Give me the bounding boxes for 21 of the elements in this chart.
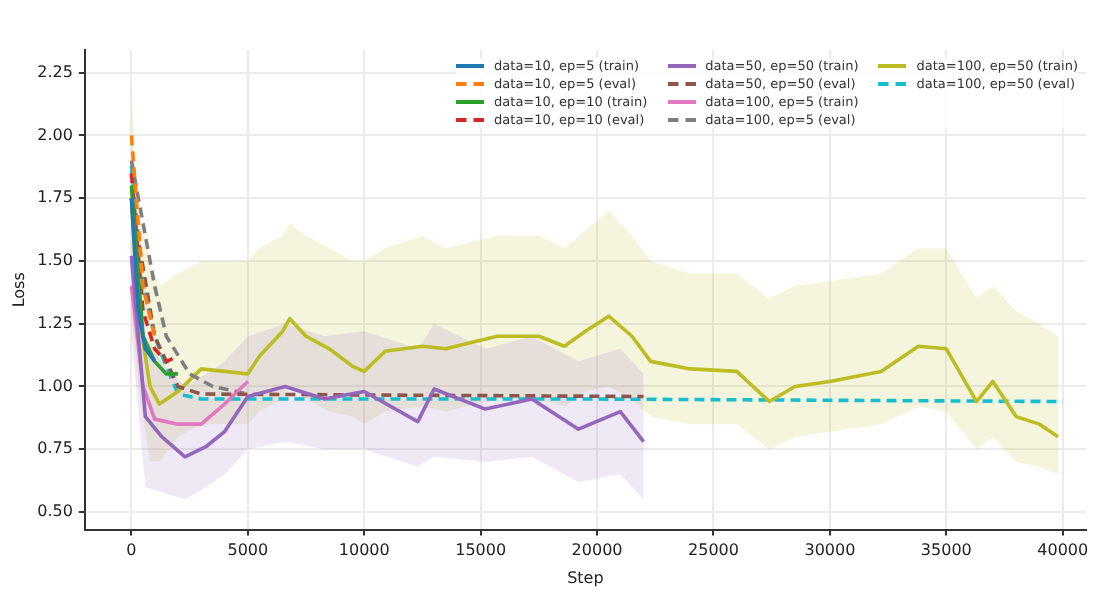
x-tick-label: 5000 [227,541,269,560]
y-tick-label: 1.50 [37,251,73,270]
x-tick-label: 0 [126,541,137,560]
x-tick-label: 25000 [688,541,739,560]
y-tick-label: 1.00 [37,376,73,395]
y-tick-label: 2.25 [37,62,73,81]
x-tick-label: 35000 [920,541,972,560]
y-tick-label: 1.25 [37,313,73,332]
y-tick-label: 1.75 [37,188,73,207]
x-tick-label: 30000 [804,541,856,560]
y-tick-label: 0.50 [37,502,73,521]
y-tick-label: 0.75 [37,439,73,458]
x-axis-title: Step [567,568,604,587]
line-series [129,158,250,396]
y-tick-label: 2.00 [37,125,73,144]
line-series [129,163,1065,404]
x-tick-label: 20000 [571,541,623,560]
x-tick-label: 10000 [338,541,390,560]
x-tick-label: 40000 [1037,541,1089,560]
x-tick-label: 15000 [455,541,507,560]
y-axis-title: Loss [9,272,28,308]
